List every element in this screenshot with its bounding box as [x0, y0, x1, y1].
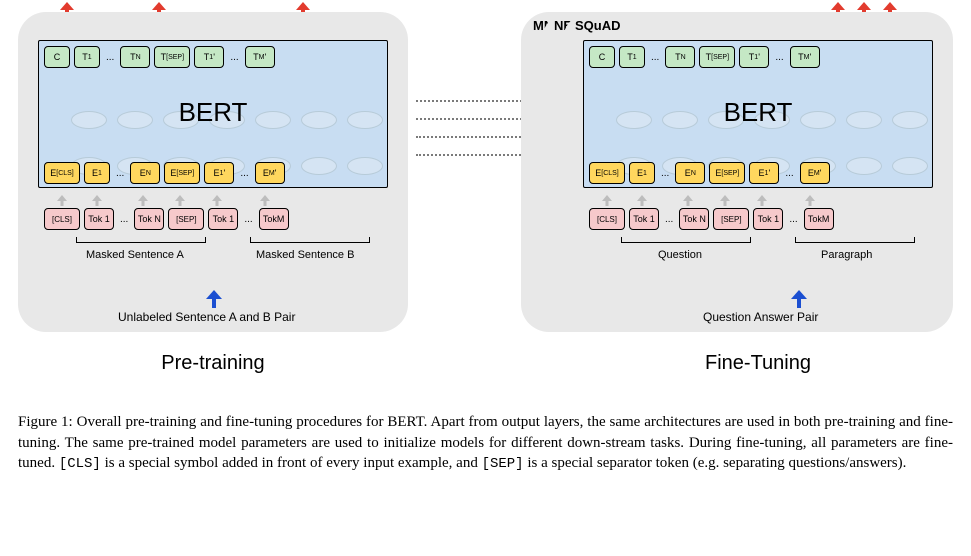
tok-ESEP: E[SEP] — [709, 162, 745, 184]
tok-ECLS: E[CLS] — [589, 162, 625, 184]
in-SEP: [SEP] — [168, 208, 204, 230]
in-tok1b: Tok 1 — [208, 208, 238, 230]
blue-arrow-icon — [793, 290, 805, 308]
pretrain-panel: BERT C T1 ... TN T[SEP] T1' ... TM' E[CL… — [18, 12, 408, 332]
in-CLS: [CLS] — [44, 208, 80, 230]
tok-T1: T1 — [619, 46, 645, 68]
grey-arrow-icon — [128, 192, 158, 206]
in-tok1: Tok 1 — [84, 208, 114, 230]
tok-ESEP: E[SEP] — [164, 162, 200, 184]
dots: ... — [787, 214, 799, 225]
tok-T1p: T1' — [194, 46, 224, 68]
dots: ... — [114, 168, 126, 179]
brace-a — [76, 237, 206, 243]
finetune-caption: Fine-Tuning — [563, 352, 953, 375]
tok-C: C — [44, 46, 70, 68]
caption-prefix: Figure 1: — [18, 414, 77, 430]
embedding-token-row: E[CLS] E1 ... EN E[SEP] E1' ... EM' — [589, 162, 927, 184]
tok-TSEP: T[SEP] — [699, 46, 735, 68]
grey-arrow-icon — [747, 192, 777, 206]
dots: ... — [783, 168, 795, 179]
in-tokM: TokM — [804, 208, 834, 230]
dots: ... — [649, 52, 661, 63]
tok-T1: T1 — [74, 46, 100, 68]
figure-row: NSP Mask LM Mask LM BERT C T1 ... TN T[S… — [18, 12, 953, 402]
dots: ... — [238, 168, 250, 179]
embedding-token-row: E[CLS] E1 ... EN E[SEP] E1' ... EM' — [44, 162, 382, 184]
finetune-input-label: Question Answer Pair — [703, 310, 818, 324]
caption-sep: [SEP] — [482, 456, 524, 472]
in-tok1: Tok 1 — [629, 208, 659, 230]
dots: ... — [104, 52, 116, 63]
brace-b — [795, 237, 915, 243]
tok-TMp: TM' — [790, 46, 820, 68]
pretrain-input-label: Unlabeled Sentence A and B Pair — [118, 310, 295, 324]
output-token-row: C T1 ... TN T[SEP] T1' ... TM' — [44, 46, 382, 68]
in-tok1b: Tok 1 — [753, 208, 783, 230]
tok-C: C — [589, 46, 615, 68]
pretrain-caption: Pre-training — [18, 352, 408, 375]
label-masked-b: Masked Sentence B — [256, 249, 354, 261]
caption-body2: is a special symbol added in front of ev… — [101, 455, 482, 471]
input-arrows — [589, 192, 927, 206]
dots: ... — [773, 52, 785, 63]
tok-T1p: T1' — [739, 46, 769, 68]
label-paragraph: Paragraph — [821, 249, 872, 261]
tok-E1: E1 — [629, 162, 655, 184]
grey-arrow-icon — [250, 192, 280, 206]
label-question: Question — [658, 249, 702, 261]
finetune-panel-wrap: MNLI NER Start/End Span SQuAD BERT C T1 — [563, 12, 953, 402]
dots: ... — [663, 214, 675, 225]
grey-arrow-icon — [589, 192, 625, 206]
tok-TSEP: T[SEP] — [154, 46, 190, 68]
tok-TN: TN — [120, 46, 150, 68]
dots: ... — [659, 168, 671, 179]
in-tokN: Tok N — [134, 208, 164, 230]
dots: ... — [228, 52, 240, 63]
tok-TN: TN — [665, 46, 695, 68]
grey-arrow-icon — [44, 192, 80, 206]
tok-E1p: E1' — [204, 162, 234, 184]
tok-EMp: EM' — [800, 162, 830, 184]
grey-arrow-icon — [162, 192, 198, 206]
caption-cls: [CLS] — [59, 456, 101, 472]
tok-EMp: EM' — [255, 162, 285, 184]
figure-caption: Figure 1: Overall pre-training and fine-… — [18, 412, 953, 475]
tok-TMp: TM' — [245, 46, 275, 68]
label-masked-a: Masked Sentence A — [86, 249, 184, 261]
stack-label-squad: SQuAD — [575, 18, 621, 33]
dots: ... — [118, 214, 130, 225]
brace-b — [250, 237, 370, 243]
pretrain-panel-wrap: NSP Mask LM Mask LM BERT C T1 ... TN T[S… — [18, 12, 408, 402]
brace-a — [621, 237, 751, 243]
grey-arrow-icon — [707, 192, 743, 206]
finetune-outputs: Start/End Span — [563, 0, 953, 12]
in-SEP: [SEP] — [713, 208, 749, 230]
grey-arrow-icon — [629, 192, 655, 206]
tok-ECLS: E[CLS] — [44, 162, 80, 184]
in-CLS: [CLS] — [589, 208, 625, 230]
input-token-row: [CLS] Tok 1 ... Tok N [SEP] Tok 1 ... To… — [589, 208, 927, 230]
pretrain-outputs: NSP Mask LM Mask LM — [18, 0, 408, 12]
input-arrows — [44, 192, 382, 206]
blue-arrow-icon — [208, 290, 220, 308]
output-token-row: C T1 ... TN T[SEP] T1' ... TM' — [589, 46, 927, 68]
tok-E1p: E1' — [749, 162, 779, 184]
grey-arrow-icon — [673, 192, 703, 206]
grey-arrow-icon — [84, 192, 110, 206]
bert-label: BERT — [179, 97, 248, 128]
bert-label: BERT — [724, 97, 793, 128]
tok-EN: EN — [130, 162, 160, 184]
input-token-row: [CLS] Tok 1 ... Tok N [SEP] Tok 1 ... To… — [44, 208, 382, 230]
caption-body3: is a special separator token (e.g. separ… — [524, 455, 907, 471]
finetune-panel: SQuAD BERT C T1 ... TN T[SEP] T1' ... TM… — [563, 12, 953, 332]
grey-arrow-icon — [795, 192, 825, 206]
tok-EN: EN — [675, 162, 705, 184]
in-tokN: Tok N — [679, 208, 709, 230]
grey-arrow-icon — [202, 192, 232, 206]
dots: ... — [242, 214, 254, 225]
tok-E1: E1 — [84, 162, 110, 184]
in-tokM: TokM — [259, 208, 289, 230]
